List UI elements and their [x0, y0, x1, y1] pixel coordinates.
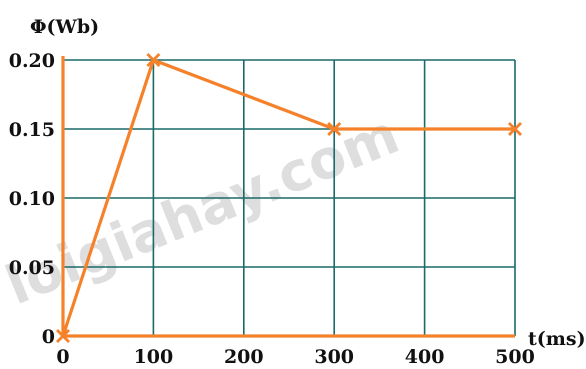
x-tick-label: 100: [134, 346, 174, 365]
x-tick-label: 400: [405, 346, 445, 365]
y-tick-label: 0.10: [9, 188, 55, 210]
data-point: [508, 122, 522, 136]
series-line: [61, 57, 515, 337]
y-axis-label: Φ(Wb): [30, 16, 99, 38]
data-point: [327, 122, 342, 136]
x-tick-label: 0: [56, 346, 69, 365]
y-tick-label: 0.20: [9, 50, 55, 72]
y-tick-label: 0.05: [9, 257, 55, 279]
grid: [63, 59, 516, 336]
marker-x-stroke: [146, 53, 161, 67]
data-point: [56, 329, 70, 343]
x-tick-label: 200: [224, 346, 264, 365]
x-tick-label: 300: [314, 346, 354, 365]
y-tick-label: 0: [42, 326, 55, 348]
y-tick-label: 0.15: [9, 119, 55, 141]
axes: [61, 56, 515, 338]
x-tick-label: 500: [495, 346, 535, 365]
tick-labels: 0 0.05 0.10 0.15 0.20 0 100 200 300 400 500: [9, 50, 535, 368]
data-point: [146, 53, 161, 67]
series-layer: [56, 53, 522, 343]
x-axis-label: t(ms): [528, 328, 586, 350]
marker-x-stroke: [56, 329, 70, 343]
watermark: loigiahay.com: [0, 103, 407, 318]
marker-x-stroke: [508, 122, 522, 136]
marker-x-stroke: [327, 122, 342, 136]
